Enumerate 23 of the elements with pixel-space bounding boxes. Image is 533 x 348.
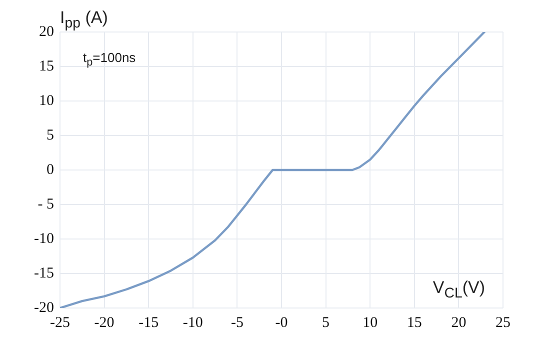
x-tick-label: 5: [322, 314, 330, 331]
x-tick-label: 25: [496, 314, 510, 331]
x-tick-label: -15: [138, 314, 159, 331]
x-tick-label: -5: [230, 314, 244, 331]
y-tick-label: - 5: [38, 196, 54, 212]
x-tick-label: 10: [362, 314, 378, 331]
y-tick-label: -15: [34, 265, 54, 282]
x-tick-label: 20: [451, 314, 466, 331]
x-axis-title: V$_{CL}$(V): [432, 278, 485, 302]
x-tick-label: -0: [275, 314, 288, 331]
annotation: t$_{p}$=100ns: [83, 50, 136, 69]
x-tick-label: 15: [406, 314, 422, 331]
y-tick-label: 0: [46, 162, 54, 178]
y-tick-label: 15: [39, 58, 54, 74]
x-tick-label: -25: [50, 314, 70, 331]
y-tick-label: 5: [46, 127, 54, 144]
x-tick-label: -20: [94, 314, 114, 331]
y-tick-label: -10: [34, 230, 54, 247]
y-tick-label: 20: [39, 24, 54, 40]
x-tick-label: -10: [182, 314, 203, 331]
y-tick-label: -20: [34, 300, 54, 316]
y-tick-label: 10: [39, 92, 54, 109]
y-axis-title: I$_{pp}$ (A): [60, 8, 108, 32]
